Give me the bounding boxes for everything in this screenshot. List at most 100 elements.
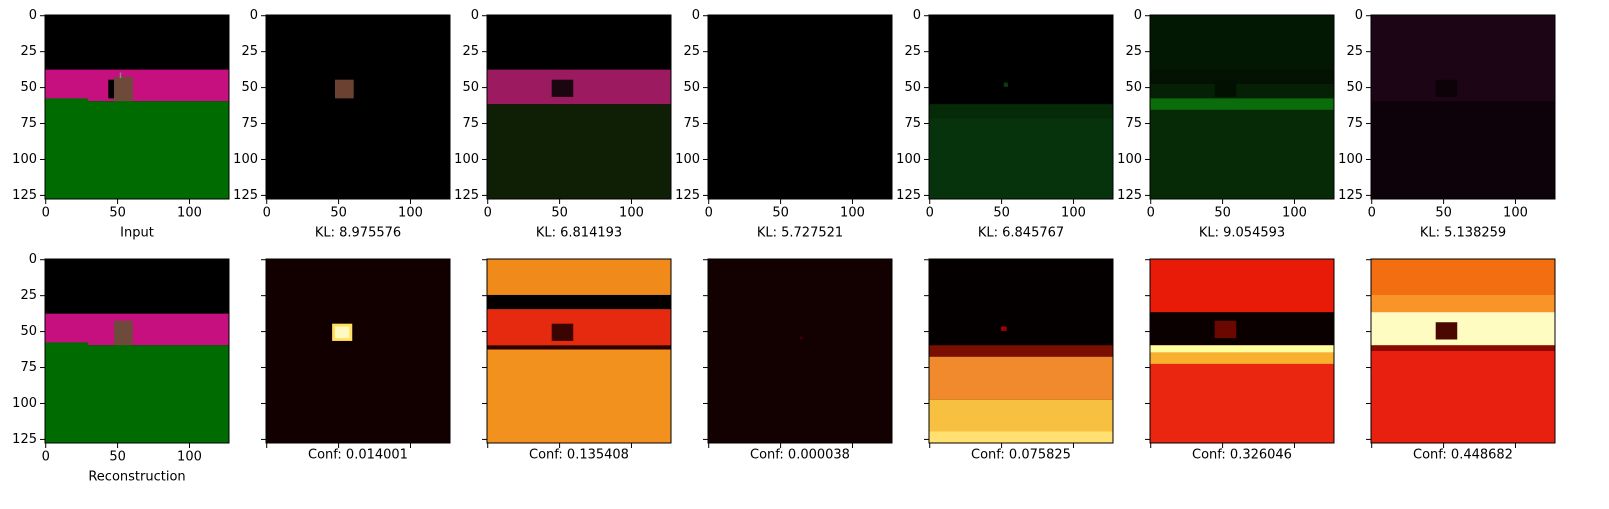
- image-region: [487, 349, 671, 443]
- y-tick-label: 125: [454, 188, 479, 203]
- y-tick-label: 100: [1117, 152, 1142, 167]
- image-region: [1150, 363, 1334, 443]
- image-region: [929, 356, 1113, 400]
- image-region: [1435, 322, 1458, 340]
- y-tick-label: 25: [904, 44, 921, 59]
- y-tick-label: 100: [454, 152, 479, 167]
- image-region: [1003, 82, 1009, 87]
- subplot-caption: Conf: 0.014001: [308, 448, 408, 463]
- axes-frame: [1149, 14, 1335, 200]
- y-tick-label: 75: [683, 116, 700, 131]
- image-region: [487, 69, 671, 105]
- y-tick-label: 50: [1346, 80, 1363, 95]
- y-tick-label: 125: [12, 188, 37, 203]
- subplot-caption: Conf: 0.448682: [1413, 448, 1513, 463]
- x-tick-label: 50: [109, 450, 126, 465]
- axes-frame: [486, 14, 672, 200]
- image-region: [119, 72, 122, 79]
- x-tick-label: 100: [840, 206, 865, 221]
- subplot-caption: Input: [120, 226, 154, 241]
- image-region: [1214, 320, 1237, 339]
- subplot: Conf: 0.135408: [482, 258, 672, 463]
- y-tick-label: 50: [1125, 80, 1142, 95]
- axes-frame: [928, 14, 1114, 200]
- image-region: [45, 98, 89, 105]
- x-tick-label: 100: [1503, 206, 1528, 221]
- image-region: [1371, 351, 1555, 443]
- y-tick-label: 100: [12, 152, 37, 167]
- y-tick-label: 100: [896, 152, 921, 167]
- axes-frame: [707, 258, 893, 444]
- subplot-caption: Conf: 0.135408: [529, 448, 629, 463]
- image-region: [1000, 326, 1007, 331]
- y-tick-label: 0: [29, 252, 37, 267]
- image-region: [1150, 312, 1334, 346]
- image-region: [929, 118, 1113, 199]
- y-tick-label: 50: [20, 324, 37, 339]
- subplot: 0 50 100 0 25 50 75 100 125 KL: 9.054593: [1117, 8, 1335, 241]
- axes-frame: [486, 258, 672, 444]
- y-tick-label: 0: [29, 8, 37, 23]
- image-region: [1435, 79, 1458, 97]
- y-tick-label: 100: [12, 396, 37, 411]
- y-tick-label: 25: [1346, 44, 1363, 59]
- image-region: [1150, 345, 1334, 353]
- image-region: [108, 79, 116, 99]
- subplot-caption: KL: 9.054593: [1199, 226, 1285, 241]
- x-tick-label: 50: [109, 206, 126, 221]
- subplot: 0 50 100 0 25 50 75 100 125 Input: [12, 8, 230, 241]
- x-tick-label: 100: [177, 450, 202, 465]
- image-region: [929, 431, 1113, 443]
- y-tick-label: 75: [20, 116, 37, 131]
- x-tick-label: 0: [1147, 206, 1155, 221]
- image-region: [1371, 345, 1555, 351]
- x-tick-label: 100: [619, 206, 644, 221]
- y-tick-label: 75: [241, 116, 258, 131]
- image-region: [487, 309, 671, 346]
- y-tick-label: 125: [1338, 188, 1363, 203]
- subplot: 0 50 100 0 25 50 75 100 125 KL: 5.727521: [675, 8, 893, 241]
- y-tick-label: 100: [675, 152, 700, 167]
- x-tick-label: 0: [263, 206, 271, 221]
- image-region: [487, 345, 671, 350]
- image-region: [487, 104, 671, 199]
- y-tick-label: 25: [1125, 44, 1142, 59]
- image-region: [266, 15, 450, 199]
- x-tick-label: 0: [42, 450, 50, 465]
- y-tick-label: 0: [471, 8, 479, 23]
- y-tick-label: 125: [1117, 188, 1142, 203]
- axes-frame: [707, 14, 893, 200]
- x-tick-label: 0: [484, 206, 492, 221]
- image-region: [1371, 312, 1555, 346]
- image-region: [929, 104, 1113, 119]
- image-region: [1371, 294, 1555, 313]
- y-tick-label: 25: [241, 44, 258, 59]
- y-tick-label: 0: [913, 8, 921, 23]
- subplot-caption: KL: 6.814193: [536, 226, 622, 241]
- y-tick-label: 25: [462, 44, 479, 59]
- image-region: [1150, 98, 1334, 110]
- image-region: [335, 79, 354, 99]
- subplot-caption: Conf: 0.000038: [750, 448, 850, 463]
- subplot-caption: Reconstruction: [88, 470, 185, 485]
- image-region: [1150, 109, 1334, 199]
- y-tick-label: 0: [692, 8, 700, 23]
- image-region: [45, 69, 229, 102]
- subplot: 0 50 100 0 25 50 75 100 125 KL: 8.975576: [233, 8, 451, 241]
- axes-frame: [928, 258, 1114, 444]
- y-tick-label: 125: [675, 188, 700, 203]
- y-tick-label: 0: [1134, 8, 1142, 23]
- image-region: [551, 79, 574, 97]
- image-region: [45, 342, 89, 349]
- image-region: [551, 323, 574, 341]
- y-tick-label: 25: [683, 44, 700, 59]
- subplot: Conf: 0.075825: [924, 258, 1114, 463]
- image-region: [800, 336, 803, 340]
- image-region: [487, 294, 671, 310]
- image-region: [45, 101, 229, 199]
- y-tick-label: 50: [683, 80, 700, 95]
- y-tick-label: 25: [20, 288, 37, 303]
- axes-frame: [1370, 14, 1556, 200]
- y-tick-label: 125: [896, 188, 921, 203]
